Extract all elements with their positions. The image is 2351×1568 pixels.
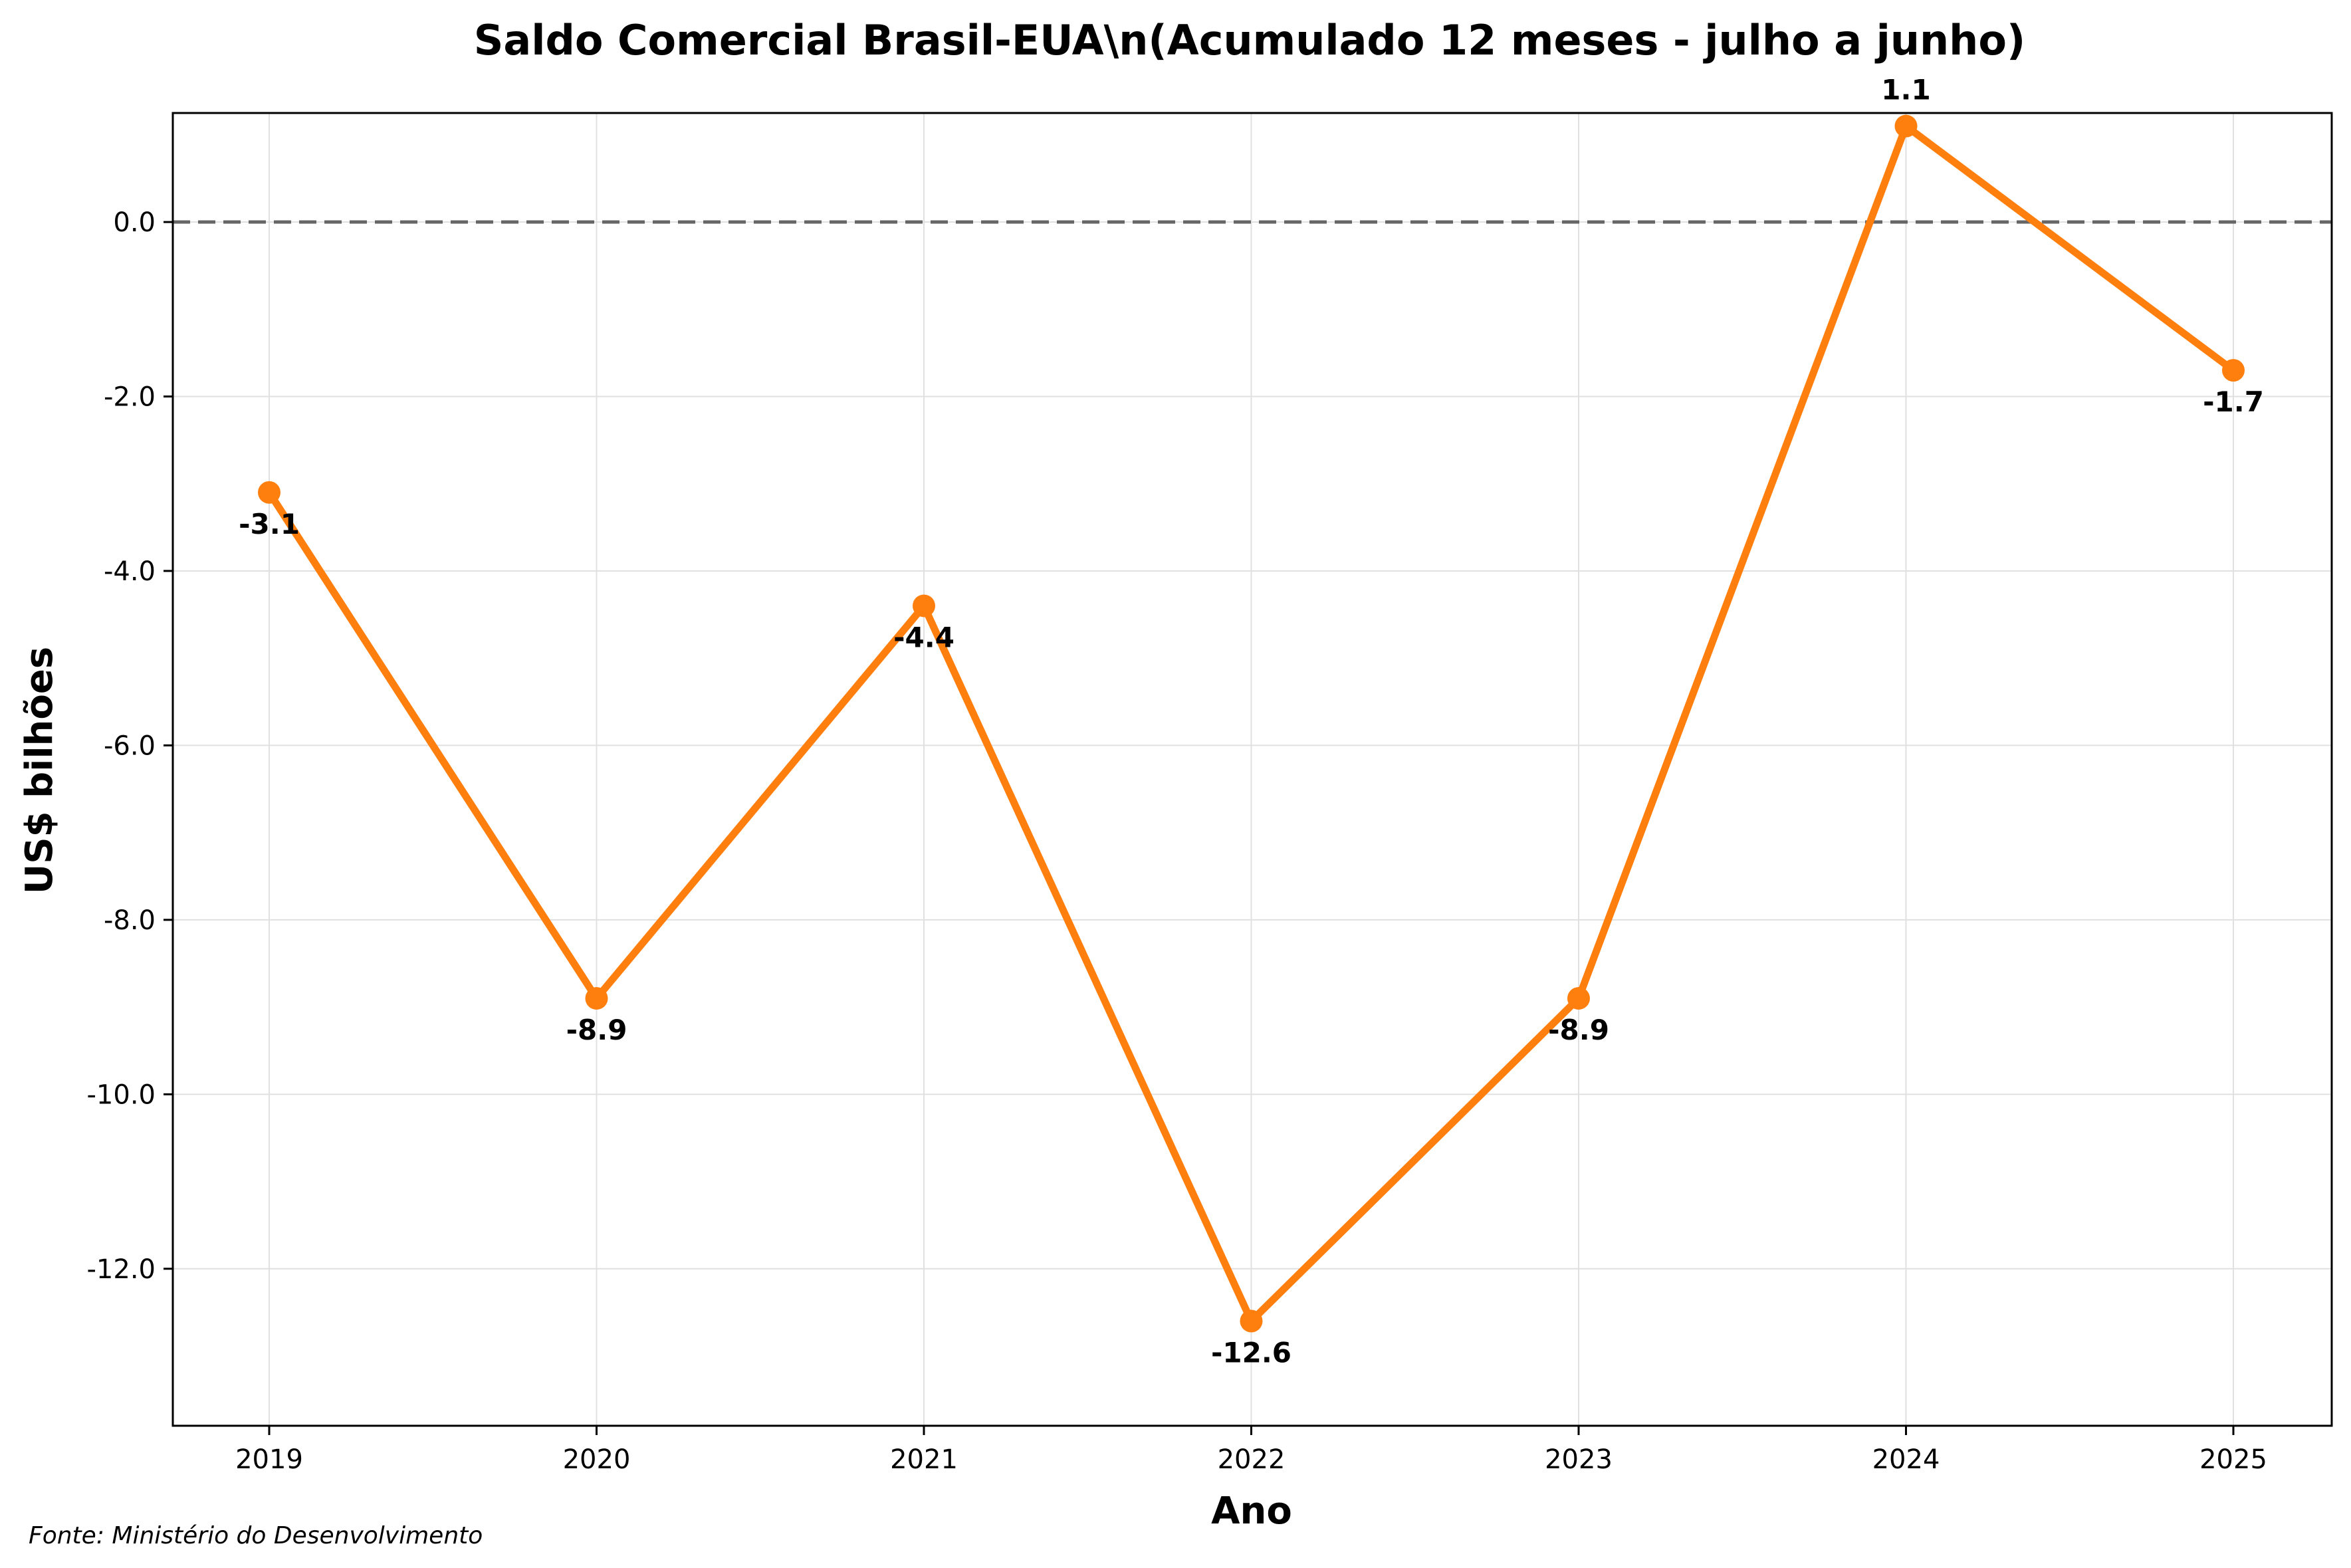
data-labels: -3.1 -8.9 -4.4 -12.6 -8.9 1.1 -1.7: [239, 74, 2264, 1369]
data-points: [258, 114, 2245, 1333]
data-point: [258, 481, 280, 504]
y-tick-label: 0.0: [113, 207, 156, 238]
data-point: [1894, 114, 1918, 138]
y-tick-label: -12.0: [87, 1254, 156, 1285]
x-tick-label: 2025: [2199, 1444, 2267, 1475]
data-label: -12.6: [1211, 1337, 1291, 1369]
data-point: [1240, 1309, 1263, 1333]
data-label: -4.4: [893, 621, 954, 653]
y-tick-label: -10.0: [87, 1079, 156, 1110]
y-axis-title: US$ bilhões: [18, 647, 61, 894]
data-point: [2222, 359, 2245, 382]
x-tick-label: 2023: [1545, 1444, 1613, 1475]
data-point: [585, 986, 608, 1010]
ticks: 2019 2020 2021 2022 2023 2024 2025 0.0 -2.0 -4.0 -…: [87, 207, 2267, 1475]
x-tick-label: 2024: [1872, 1444, 1940, 1475]
source-note: Fonte: Ministério do Desenvolvimento: [29, 1522, 483, 1549]
plot-frame: [171, 112, 2333, 1427]
y-tick-label: -2.0: [104, 382, 156, 412]
y-tick-label: -4.0: [104, 556, 156, 587]
x-axis-title: Ano: [1211, 1490, 1292, 1533]
chart-title: Saldo Comercial Brasil-EUA\n(Acumulado 1…: [474, 16, 2026, 64]
data-label: -3.1: [239, 508, 300, 540]
x-tick-label: 2021: [890, 1444, 958, 1475]
data-point: [1567, 986, 1590, 1010]
y-tick-label: -8.0: [104, 905, 156, 936]
x-tick-label: 2019: [235, 1444, 303, 1475]
y-tick-label: -6.0: [104, 730, 156, 761]
data-label: -8.9: [566, 1014, 627, 1046]
x-tick-label: 2020: [563, 1444, 631, 1475]
data-label: -1.7: [2203, 386, 2264, 418]
data-point: [913, 594, 935, 617]
data-label: -8.9: [1548, 1014, 1609, 1046]
data-label: 1.1: [1881, 74, 1930, 106]
grid: [173, 113, 2332, 1426]
x-tick-label: 2022: [1218, 1444, 1286, 1475]
